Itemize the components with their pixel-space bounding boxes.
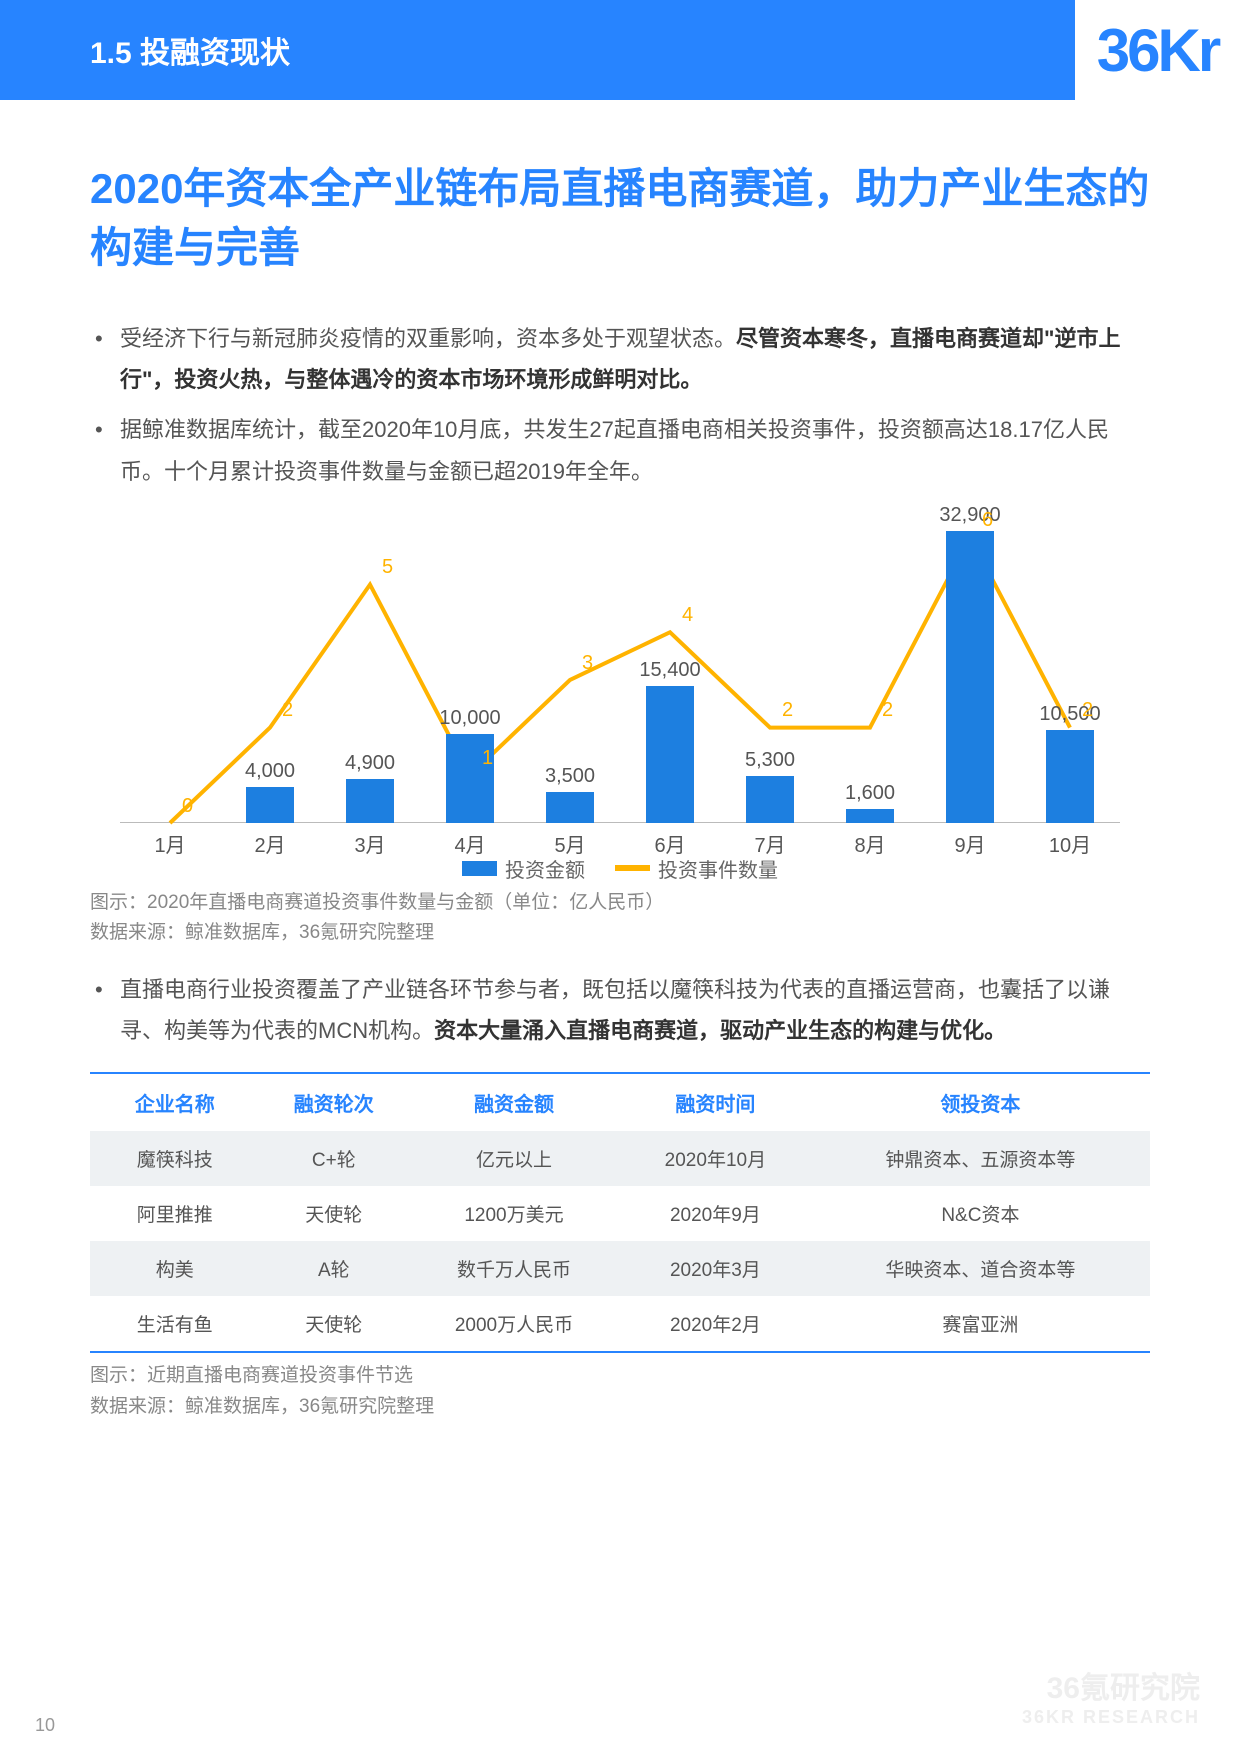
chart-bar — [946, 531, 994, 822]
bullet-item: 直播电商行业投资覆盖了产业链各环节参与者，既包括以魔筷科技为代表的直播运营商，也… — [90, 969, 1150, 1053]
bar-value-label: 4,000 — [225, 760, 315, 783]
x-axis-label: 7月 — [725, 829, 815, 858]
table-row: 阿里推推天使轮1200万美元2020年9月N&C资本 — [90, 1186, 1150, 1241]
chart-bar — [646, 686, 694, 822]
chart-bar — [1046, 730, 1094, 823]
x-axis-label: 3月 — [325, 829, 415, 858]
table-header: 企业名称 — [90, 1073, 260, 1131]
chart-legend: 投资金额 投资事件数量 — [90, 854, 1150, 883]
table-cell: 数千万人民币 — [408, 1241, 620, 1296]
table-row: 魔筷科技C+轮亿元以上2020年10月钟鼎资本、五源资本等 — [90, 1131, 1150, 1186]
line-value-label: 6 — [982, 509, 993, 532]
legend-line-swatch — [615, 865, 650, 871]
main-title: 2020年资本全产业链布局直播电商赛道，助力产业生态的构建与完善 — [90, 160, 1150, 278]
line-value-label: 0 — [182, 795, 193, 818]
investment-chart: 4,0004,90010,0003,50015,4005,3001,60032,… — [90, 513, 1150, 883]
table-header: 融资轮次 — [260, 1073, 408, 1131]
table-cell: 1200万美元 — [408, 1186, 620, 1241]
table-row: 构美A轮数千万人民币2020年3月华映资本、道合资本等 — [90, 1241, 1150, 1296]
x-axis-label: 4月 — [425, 829, 515, 858]
line-value-label: 2 — [1082, 699, 1093, 722]
table-cell: 2020年9月 — [620, 1186, 811, 1241]
bullet-item: 受经济下行与新冠肺炎疫情的双重影响，资本多处于观望状态。尽管资本寒冬，直播电商赛… — [90, 318, 1150, 402]
table-caption: 图示：近期直播电商赛道投资事件节选 数据来源：鲸准数据库，36氪研究院整理 — [90, 1361, 1150, 1422]
table-cell: 钟鼎资本、五源资本等 — [811, 1131, 1150, 1186]
content-area: 2020年资本全产业链布局直播电商赛道，助力产业生态的构建与完善 受经济下行与新… — [0, 100, 1240, 1422]
x-axis-label: 9月 — [925, 829, 1015, 858]
table-cell: 华映资本、道合资本等 — [811, 1241, 1150, 1296]
chart-bar — [746, 776, 794, 823]
table-cell: 构美 — [90, 1241, 260, 1296]
page-header: 1.5 投融资现状 36Kr — [0, 0, 1240, 100]
table-cell: 阿里推推 — [90, 1186, 260, 1241]
bullet-item: 据鲸准数据库统计，截至2020年10月底，共发生27起直播电商相关投资事件，投资… — [90, 409, 1150, 493]
bar-value-label: 3,500 — [525, 765, 615, 788]
chart-bar — [546, 792, 594, 823]
legend-line: 投资事件数量 — [615, 854, 778, 883]
bar-value-label: 32,900 — [925, 504, 1015, 527]
chart-bar — [346, 779, 394, 822]
bar-value-label: 15,400 — [625, 659, 715, 682]
table-cell: C+轮 — [260, 1131, 408, 1186]
chart-caption-title: 图示：2020年直播电商赛道投资事件数量与金额（单位：亿人民币） — [90, 888, 1150, 918]
bullet-list-bottom: 直播电商行业投资覆盖了产业链各环节参与者，既包括以魔筷科技为代表的直播运营商，也… — [90, 969, 1150, 1053]
table-header: 融资金额 — [408, 1073, 620, 1131]
line-value-label: 2 — [282, 699, 293, 722]
bar-value-label: 1,600 — [825, 782, 915, 805]
bar-value-label: 10,000 — [425, 707, 515, 730]
legend-bar: 投资金额 — [462, 854, 585, 883]
table-cell: 天使轮 — [260, 1296, 408, 1352]
table-cell: N&C资本 — [811, 1186, 1150, 1241]
table-cell: 赛富亚洲 — [811, 1296, 1150, 1352]
x-axis-label: 2月 — [225, 829, 315, 858]
section-title: 1.5 投融资现状 — [90, 28, 290, 72]
table-cell: 2020年2月 — [620, 1296, 811, 1352]
table-cell: A轮 — [260, 1241, 408, 1296]
page-number: 10 — [35, 1715, 55, 1736]
x-axis-label: 1月 — [125, 829, 215, 858]
chart-plot-area: 4,0004,90010,0003,50015,4005,3001,60032,… — [120, 513, 1120, 823]
x-axis-label: 6月 — [625, 829, 715, 858]
table-header: 领投资本 — [811, 1073, 1150, 1131]
table-cell: 2000万人民币 — [408, 1296, 620, 1352]
legend-bar-label: 投资金额 — [505, 854, 585, 883]
line-value-label: 4 — [682, 604, 693, 627]
line-value-label: 1 — [482, 747, 493, 770]
x-axis-label: 10月 — [1025, 829, 1115, 858]
bar-value-label: 5,300 — [725, 749, 815, 772]
investment-table: 企业名称融资轮次融资金额融资时间领投资本魔筷科技C+轮亿元以上2020年10月钟… — [90, 1072, 1150, 1353]
table-cell: 天使轮 — [260, 1186, 408, 1241]
table-header: 融资时间 — [620, 1073, 811, 1131]
table-cell: 亿元以上 — [408, 1131, 620, 1186]
line-value-label: 2 — [882, 699, 893, 722]
line-value-label: 2 — [782, 699, 793, 722]
chart-caption-source: 数据来源：鲸准数据库，36氪研究院整理 — [90, 918, 1150, 948]
table-cell: 2020年10月 — [620, 1131, 811, 1186]
bar-value-label: 10,500 — [1025, 703, 1115, 726]
table-row: 生活有鱼天使轮2000万人民币2020年2月赛富亚洲 — [90, 1296, 1150, 1352]
watermark-main: 36氪研究院 — [1022, 1671, 1200, 1707]
watermark-sub: 36KR RESEARCH — [1022, 1707, 1200, 1729]
legend-line-label: 投资事件数量 — [658, 854, 778, 883]
logo-36kr: 36Kr — [1075, 0, 1240, 100]
chart-bar — [246, 787, 294, 822]
chart-caption: 图示：2020年直播电商赛道投资事件数量与金额（单位：亿人民币） 数据来源：鲸准… — [90, 888, 1150, 949]
watermark: 36氪研究院 36KR RESEARCH — [1022, 1671, 1200, 1729]
bullet-list-top: 受经济下行与新冠肺炎疫情的双重影响，资本多处于观望状态。尽管资本寒冬，直播电商赛… — [90, 318, 1150, 493]
table-cell: 2020年3月 — [620, 1241, 811, 1296]
chart-bar — [846, 809, 894, 823]
table-caption-title: 图示：近期直播电商赛道投资事件节选 — [90, 1361, 1150, 1391]
line-value-label: 5 — [382, 556, 393, 579]
bar-value-label: 4,900 — [325, 752, 415, 775]
x-axis-label: 8月 — [825, 829, 915, 858]
line-value-label: 3 — [582, 652, 593, 675]
x-axis-label: 5月 — [525, 829, 615, 858]
table-caption-source: 数据来源：鲸准数据库，36氪研究院整理 — [90, 1392, 1150, 1422]
table-cell: 生活有鱼 — [90, 1296, 260, 1352]
table-cell: 魔筷科技 — [90, 1131, 260, 1186]
legend-bar-swatch — [462, 861, 497, 876]
